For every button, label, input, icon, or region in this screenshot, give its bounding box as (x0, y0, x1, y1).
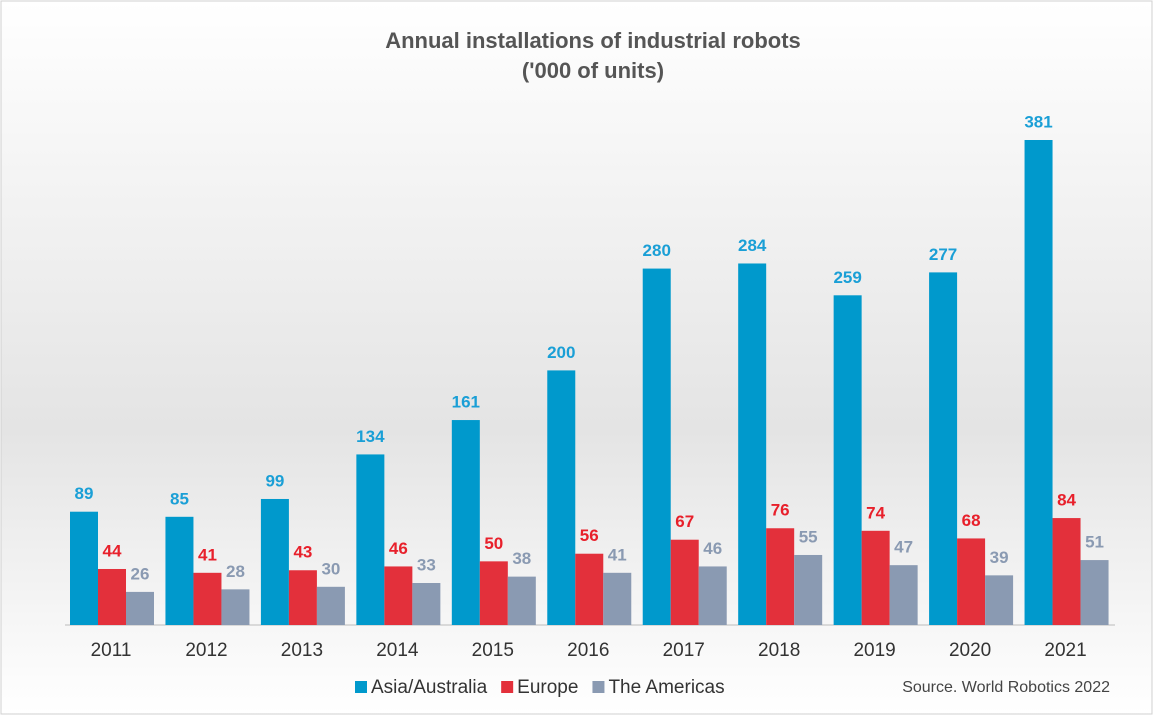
bar (642, 268, 671, 625)
data-label: 44 (103, 541, 122, 560)
data-label: 381 (1024, 112, 1052, 131)
data-label: 68 (962, 511, 981, 530)
data-label: 259 (833, 268, 861, 287)
chart-subtitle: ('000 of units) (522, 58, 664, 83)
data-label: 161 (452, 393, 480, 412)
data-label: 30 (321, 559, 340, 578)
bar (957, 538, 986, 625)
bar (861, 530, 890, 625)
bar (1024, 140, 1053, 625)
data-label: 56 (580, 526, 599, 545)
legend-swatch (501, 681, 514, 693)
x-tick-label: 2017 (663, 640, 705, 661)
legend-label: Europe (517, 677, 578, 698)
data-label: 84 (1057, 491, 1076, 510)
data-label: 50 (484, 534, 503, 553)
data-label: 76 (771, 501, 790, 520)
bar (412, 582, 441, 625)
bar (985, 575, 1014, 625)
x-tick-label: 2013 (281, 640, 323, 661)
x-tick-label: 2021 (1044, 640, 1086, 661)
bar (126, 591, 154, 625)
data-label: 55 (799, 527, 818, 546)
data-label: 85 (170, 489, 189, 508)
bar (316, 586, 345, 625)
data-label: 67 (675, 512, 694, 531)
bar (1080, 560, 1109, 625)
x-tick-label: 2015 (472, 640, 514, 661)
bar (889, 565, 918, 625)
bar (833, 295, 862, 625)
legend-label: The Americas (608, 677, 724, 698)
bar (794, 554, 823, 625)
legend-swatch (355, 681, 367, 693)
x-tick-label: 2018 (758, 640, 800, 661)
bar (356, 454, 385, 625)
data-label: 41 (198, 545, 217, 564)
bar (288, 570, 317, 625)
bar (670, 539, 699, 625)
legend-label: Asia/Australia (371, 677, 488, 698)
data-label: 74 (866, 503, 885, 522)
data-label: 43 (293, 543, 312, 562)
x-tick-label: 2014 (376, 640, 419, 661)
data-label: 284 (738, 236, 767, 255)
data-label: 41 (608, 545, 627, 564)
data-label: 47 (894, 538, 913, 557)
bar (479, 561, 508, 625)
source-note: Source. World Robotics 2022 (902, 679, 1110, 696)
bar (547, 370, 576, 625)
bar (929, 272, 958, 625)
data-label: 46 (389, 539, 408, 558)
x-tick-label: 2016 (567, 640, 609, 661)
bar (221, 589, 250, 625)
data-label: 38 (512, 549, 531, 568)
bar (98, 568, 126, 625)
data-label: 46 (703, 539, 722, 558)
data-label: 99 (265, 471, 284, 490)
data-label: 200 (547, 343, 575, 362)
bar (575, 553, 604, 625)
bar (1052, 518, 1081, 625)
x-tick-label: 2019 (853, 640, 895, 661)
bar (384, 566, 413, 625)
bar (766, 528, 795, 625)
data-label: 39 (990, 548, 1009, 567)
x-tick-label: 2011 (91, 640, 132, 661)
x-tick-label: 2020 (949, 640, 991, 661)
bar (738, 263, 767, 625)
data-label: 28 (226, 562, 245, 581)
data-label: 89 (75, 484, 94, 503)
x-tick-label: 2012 (185, 640, 227, 661)
data-label: 26 (131, 564, 150, 583)
data-label: 280 (643, 241, 671, 260)
bar (260, 498, 289, 625)
bar (698, 566, 727, 625)
bar (507, 576, 536, 625)
data-label: 134 (356, 427, 385, 446)
data-label: 33 (417, 555, 436, 574)
bar (70, 511, 98, 625)
legend-swatch (592, 681, 605, 693)
bar (193, 572, 222, 625)
chart-title: Annual installations of industrial robot… (385, 28, 801, 53)
bar (603, 572, 632, 625)
data-label: 51 (1085, 533, 1104, 552)
bar (165, 516, 194, 625)
data-label: 277 (929, 245, 957, 264)
bar (451, 420, 480, 625)
